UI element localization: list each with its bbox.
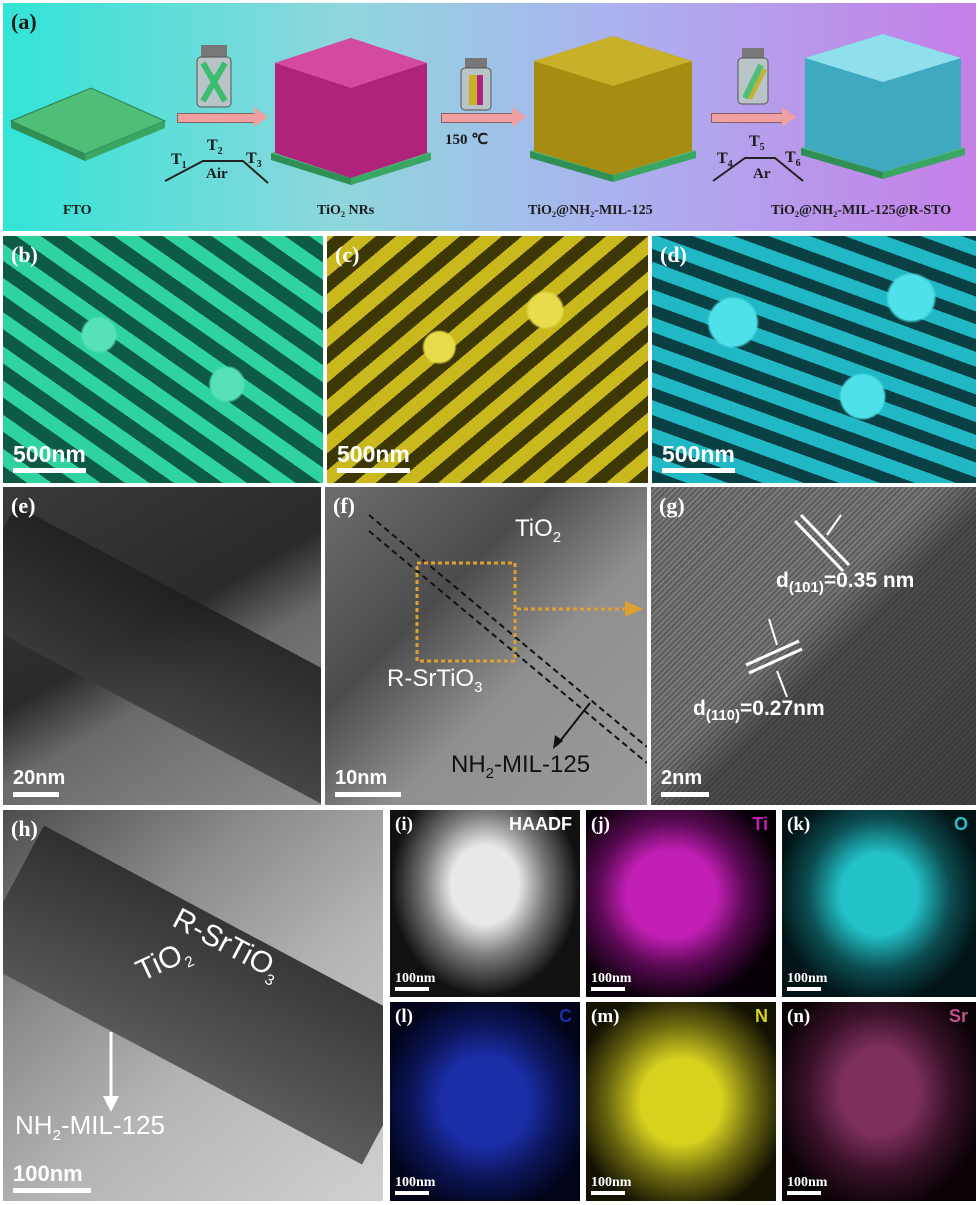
map-n-label: (n) [787,1006,811,1027]
map-m-tag: N [755,1006,768,1026]
c-map-panel-l: (l) C 100nm [390,1002,580,1201]
hrtem-panel-g: (g) d(101)=0.35 nm d(110)=0.27nm 2nm [651,487,976,805]
scale-bar: 100nm [591,1176,631,1195]
temperature-profile-line [712,157,804,182]
ti-map-panel-j: (j) Ti 100nm [586,810,776,997]
sr-map-panel-n: (n) Sr 100nm [782,1002,976,1201]
t5-label: T5 [749,133,765,154]
sem-panel-c: (c) 500nm [327,236,648,483]
map-i-tag: HAADF [509,814,572,834]
lattice-markers [745,513,851,698]
d110-label: d(110)=0.27nm [693,697,825,725]
scale-bar: 2nm [661,767,709,797]
nh2-mil-125-label: NH2-MIL-125 [15,1110,165,1145]
nh2-mil-125-label: NH2-MIL-125 [451,751,591,782]
scale-bar: 100nm [787,972,827,991]
tem-f-label: (f) [333,493,355,518]
scale-bar: 100nm [787,1176,827,1195]
ar-label: Ar [753,166,771,182]
tio2-nanorod-array-illustration [271,38,431,185]
t3-label: T3 [246,150,262,171]
process-arrow [441,107,526,127]
scale-bar: 100nm [395,972,435,991]
tio2-label: TiO2 [515,515,562,546]
sem-d-label: (d) [660,242,687,267]
scale-bar: 500nm [13,443,86,473]
tem-panel-f: (f) TiO2 R-SrTiO3 NH2-MIL-125 10nm [325,487,647,805]
rsrtio3-label: R-SrTiO3 [387,665,483,696]
reactor-vessel-icon [196,45,232,108]
map-l-label: (l) [395,1006,413,1027]
map-k-label: (k) [787,814,811,835]
tem-panel-e: (e) 20nm [3,487,321,805]
tem-e-label: (e) [11,493,36,518]
nh2-arrow [103,1032,119,1112]
d101-label: d(101)=0.35 nm [776,569,915,597]
fto-substrate-illustration [9,34,965,185]
reactor-vessel-icon [460,58,492,111]
caption-tio2-mof-rsto: TiO₂@NH₂-MIL-125@R-STO [771,203,952,218]
reactor-vessel-icon [737,48,769,105]
sem-b-label: (b) [11,242,38,267]
temperature-profile-line [164,160,269,184]
panel-a-schematic: (a) [3,3,976,231]
map-i-label: (i) [395,814,413,835]
map-m-label: (m) [591,1006,620,1027]
sem-panel-b: (b) 500nm [3,236,323,483]
sem-panel-d: (d) 500nm [652,236,976,483]
process-arrow [711,107,796,127]
temp-150-label: 150 ℃ [445,132,489,148]
mof-coated-array-illustration [530,36,696,182]
hrtem-g-label: (g) [659,493,685,518]
t4-label: T4 [717,150,733,171]
scale-bar: 20nm [13,767,65,797]
t2-label: T2 [207,137,223,158]
nanorod-shape [3,505,321,805]
t1-label: T1 [171,151,187,172]
t6-label: T6 [785,149,801,170]
map-n-tag: Sr [948,1006,968,1026]
scale-bar: 500nm [337,443,410,473]
sem-c-label: (c) [335,242,360,267]
scale-bar: 10nm [335,767,401,797]
rsto-coated-array-illustration [801,34,965,179]
map-k-tag: O [953,814,968,834]
air-label: Air [206,166,228,182]
caption-tio2-nrs: TiO₂ NRs [317,203,375,218]
process-arrow [177,107,268,127]
tem-panel-h: (h) R-SrTiO3 TiO2 NH2-MIL-125 100nm [3,810,383,1201]
caption-tio2-mof: TiO₂@NH₂-MIL-125 [528,203,653,218]
map-j-tag: Ti [752,814,768,834]
o-map-panel-k: (k) O 100nm [782,810,976,997]
scale-bar: 100nm [591,972,631,991]
map-j-label: (j) [591,814,610,835]
n-map-panel-m: (m) N 100nm [586,1002,776,1201]
map-l-tag: C [559,1006,572,1026]
scale-bar: 100nm [13,1163,91,1193]
caption-fto: FTO [63,203,92,218]
scale-bar: 100nm [395,1176,435,1195]
tem-h-label: (h) [11,816,38,841]
scale-bar: 500nm [662,443,735,473]
panel-a-label: (a) [11,9,37,34]
haadf-panel-i: (i) HAADF 100nm [390,810,580,997]
interface-dashed-lines [368,514,647,764]
